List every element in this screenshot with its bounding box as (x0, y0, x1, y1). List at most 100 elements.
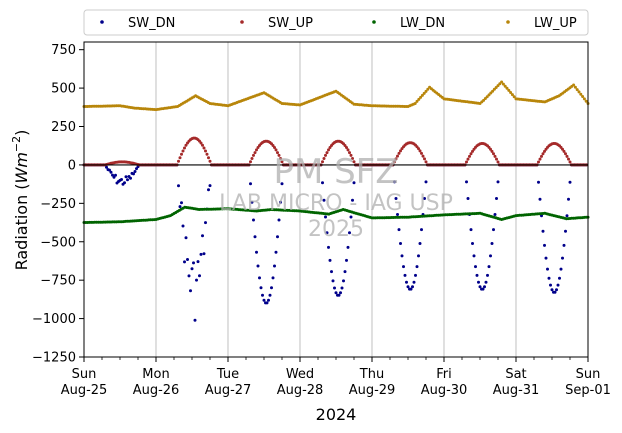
data-point (466, 197, 470, 200)
data-point (417, 254, 420, 258)
data-point (406, 285, 410, 289)
legend-label: SW_DN (128, 16, 175, 31)
data-point (415, 99, 419, 103)
data-point (558, 276, 561, 280)
data-point (468, 154, 471, 158)
data-point (267, 298, 270, 302)
data-point (270, 286, 273, 290)
data-point (321, 181, 324, 185)
data-point (399, 242, 402, 245)
data-point (490, 242, 494, 245)
data-point (396, 154, 399, 158)
data-point (349, 153, 353, 157)
watermark-line3: 2025 (308, 217, 364, 242)
data-point (486, 273, 489, 277)
data-point (414, 273, 417, 277)
data-point (577, 90, 581, 94)
data-point (184, 236, 188, 240)
data-point (205, 152, 209, 156)
data-point (397, 151, 401, 155)
data-point (327, 245, 330, 249)
data-point (575, 88, 579, 92)
y-tick-label: 750 (51, 43, 76, 58)
data-point (259, 286, 263, 290)
data-point (324, 153, 327, 157)
legend-label: SW_UP (268, 16, 313, 31)
data-point (192, 261, 195, 265)
data-point (397, 228, 401, 232)
data-point (393, 160, 396, 164)
data-point (280, 160, 284, 164)
data-point (492, 228, 495, 232)
data-point (471, 149, 474, 153)
x-tick-label-date: Aug-29 (349, 383, 396, 398)
data-point (274, 148, 278, 152)
watermark-line2: LAB MICRO - IAG USP (219, 191, 453, 216)
data-point (417, 97, 421, 101)
y-axis-label-main: Radiation ( (12, 183, 31, 270)
data-point (424, 160, 428, 164)
data-point (559, 267, 563, 271)
data-point (274, 250, 278, 254)
data-point (507, 88, 511, 92)
data-point (475, 273, 479, 277)
data-point (556, 283, 560, 287)
data-point (177, 159, 180, 163)
data-point (109, 170, 113, 174)
data-point (280, 182, 284, 186)
data-point (561, 256, 564, 260)
data-point (322, 198, 326, 202)
data-point (181, 224, 185, 228)
legend-marker (240, 20, 244, 24)
data-point (276, 151, 279, 155)
legend-frame (83, 9, 589, 36)
data-point (249, 182, 252, 186)
data-point (478, 285, 482, 289)
data-point (492, 152, 495, 156)
data-point (273, 146, 276, 149)
data-point (277, 218, 281, 222)
data-point (328, 258, 332, 262)
data-point (105, 165, 108, 169)
data-point (177, 184, 180, 188)
data-point (487, 265, 491, 269)
data-point (419, 95, 423, 99)
data-point (423, 197, 426, 200)
watermark-line1: PM SFZ (273, 152, 398, 192)
data-point (124, 175, 128, 179)
data-point (348, 151, 351, 155)
data-point (193, 318, 197, 322)
data-point (420, 151, 423, 155)
data-point (255, 148, 258, 152)
data-point (420, 93, 424, 97)
data-point (271, 276, 275, 280)
legend: SW_DN SW_UP LW_DN LW_UP (83, 9, 589, 36)
data-point (330, 270, 333, 274)
data-point (409, 287, 413, 291)
data-point (279, 157, 282, 160)
y-tick-label: −750 (40, 274, 76, 289)
data-point (469, 228, 473, 232)
data-point (352, 160, 356, 164)
data-point (399, 149, 402, 153)
data-point (321, 160, 324, 164)
data-point (426, 87, 430, 91)
data-point (261, 293, 264, 297)
data-point (325, 231, 329, 235)
data-point (415, 265, 419, 269)
data-point (424, 180, 428, 184)
data-point (279, 200, 282, 204)
data-point (400, 254, 404, 258)
x-axis-label: 2024 (316, 405, 357, 424)
data-point (422, 91, 426, 95)
data-point (195, 278, 198, 282)
data-point (538, 197, 542, 201)
data-point (187, 274, 191, 278)
data-point (567, 157, 570, 161)
data-point (541, 152, 545, 156)
y-tick-label: 0 (68, 158, 76, 173)
data-point (396, 213, 399, 216)
data-point (418, 149, 422, 153)
data-point (180, 152, 183, 156)
